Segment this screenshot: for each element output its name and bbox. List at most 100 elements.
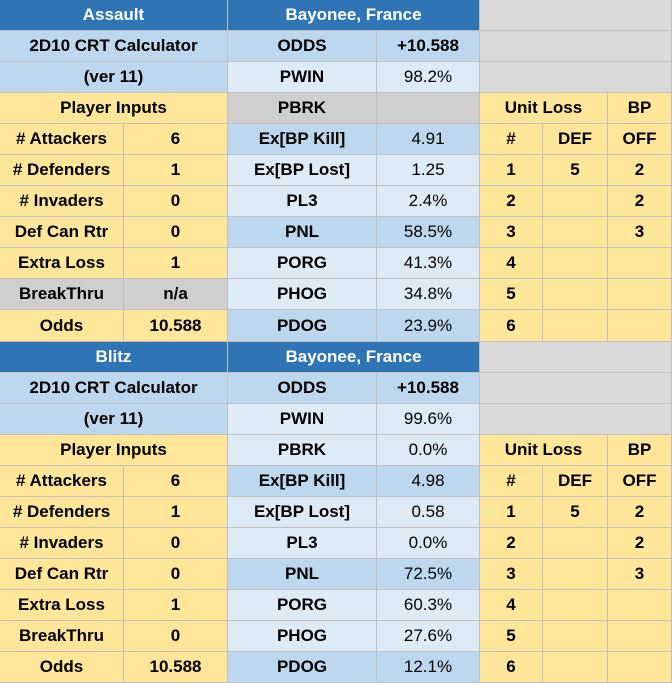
bp-header: BP (608, 435, 672, 466)
stat-label: PHOG (228, 621, 377, 652)
stat-label: PDOG (228, 310, 377, 342)
stat-value: 27.6% (377, 621, 480, 652)
stat-label: Ex[BP Lost] (228, 155, 377, 186)
loss-cell: 3 (480, 217, 543, 248)
stat-value: 12.1% (377, 652, 480, 683)
input-value: 0 (124, 217, 228, 248)
loss-cell: 5 (480, 279, 543, 310)
inputs-header: Player Inputs (0, 435, 228, 466)
location: Bayonee, France (228, 0, 480, 31)
stat-label: PL3 (228, 528, 377, 559)
loss-cell: 6 (480, 310, 543, 342)
loss-cell: 1 (480, 497, 543, 528)
input-label: Def Can Rtr (0, 559, 124, 590)
loss-cell: 4 (480, 248, 543, 279)
input-value: n/a (124, 279, 228, 310)
loss-column-header: # (480, 124, 543, 155)
stat-value: 1.25 (377, 155, 480, 186)
loss-cell (543, 217, 608, 248)
input-label: Def Can Rtr (0, 217, 124, 248)
inputs-header: Player Inputs (0, 93, 228, 124)
loss-cell (543, 186, 608, 217)
stat-label: PNL (228, 217, 377, 248)
stat-label: PDOG (228, 652, 377, 683)
input-label: Extra Loss (0, 248, 124, 279)
loss-cell (608, 652, 672, 683)
loss-cell: 1 (480, 155, 543, 186)
input-label: # Defenders (0, 155, 124, 186)
stat-label: PWIN (228, 62, 377, 93)
input-label: # Defenders (0, 497, 124, 528)
version: (ver 11) (0, 62, 228, 93)
stat-value (377, 93, 480, 124)
input-value: 0 (124, 621, 228, 652)
calculator-name: 2D10 CRT Calculator (0, 31, 228, 62)
stat-value: 60.3% (377, 590, 480, 621)
loss-cell (608, 248, 672, 279)
loss-cell (608, 621, 672, 652)
loss-cell (543, 621, 608, 652)
stat-value: 0.0% (377, 528, 480, 559)
stat-label: PWIN (228, 404, 377, 435)
input-value: 1 (124, 590, 228, 621)
loss-cell (608, 590, 672, 621)
stat-label: Ex[BP Lost] (228, 497, 377, 528)
input-value: 1 (124, 155, 228, 186)
loss-cell: 4 (480, 590, 543, 621)
loss-cell (608, 279, 672, 310)
loss-cell (543, 248, 608, 279)
version: (ver 11) (0, 404, 228, 435)
loss-cell: 2 (608, 497, 672, 528)
blank (480, 62, 672, 93)
input-label: BreakThru (0, 621, 124, 652)
stat-label: Ex[BP Kill] (228, 466, 377, 497)
input-label: # Attackers (0, 124, 124, 155)
stat-value: 72.5% (377, 559, 480, 590)
input-label: # Invaders (0, 186, 124, 217)
loss-cell: 5 (480, 621, 543, 652)
loss-cell: 5 (543, 155, 608, 186)
input-value: 0 (124, 528, 228, 559)
stat-label: PL3 (228, 186, 377, 217)
input-value: 10.588 (124, 652, 228, 683)
stat-label: PBRK (228, 93, 377, 124)
stat-label: PORG (228, 590, 377, 621)
loss-cell (543, 528, 608, 559)
input-value: 10.588 (124, 310, 228, 342)
stat-value: +10.588 (377, 31, 480, 62)
stat-label: PNL (228, 559, 377, 590)
loss-cell: 2 (480, 186, 543, 217)
blank (480, 342, 672, 373)
input-label: Extra Loss (0, 590, 124, 621)
input-value: 0 (124, 559, 228, 590)
loss-cell: 5 (543, 497, 608, 528)
input-value: 0 (124, 186, 228, 217)
stat-value: 0.58 (377, 497, 480, 528)
stat-label: PBRK (228, 435, 377, 466)
calculator-name: 2D10 CRT Calculator (0, 373, 228, 404)
input-label: BreakThru (0, 279, 124, 310)
bp-header: BP (608, 93, 672, 124)
input-value: 6 (124, 466, 228, 497)
stat-label: PORG (228, 248, 377, 279)
stat-value: 2.4% (377, 186, 480, 217)
loss-cell (608, 310, 672, 342)
loss-column-header: OFF (608, 124, 672, 155)
stat-value: +10.588 (377, 373, 480, 404)
stat-value: 34.8% (377, 279, 480, 310)
blank (480, 31, 672, 62)
stat-label: Ex[BP Kill] (228, 124, 377, 155)
stat-value: 98.2% (377, 62, 480, 93)
stat-value: 99.6% (377, 404, 480, 435)
stat-label: ODDS (228, 373, 377, 404)
stat-label: PHOG (228, 279, 377, 310)
location: Bayonee, France (228, 342, 480, 373)
blank (480, 404, 672, 435)
loss-cell: 3 (608, 217, 672, 248)
loss-column-header: DEF (543, 466, 608, 497)
stat-value: 41.3% (377, 248, 480, 279)
loss-cell (543, 590, 608, 621)
loss-cell (543, 652, 608, 683)
stat-value: 23.9% (377, 310, 480, 342)
loss-cell: 2 (608, 155, 672, 186)
